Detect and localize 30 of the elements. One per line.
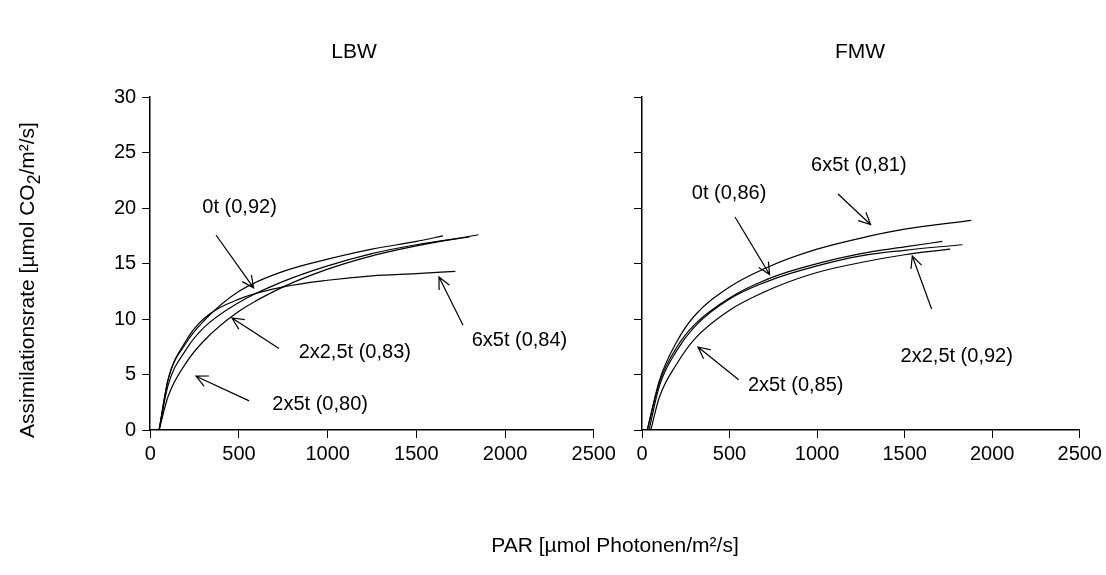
y-tick-label: 10	[114, 306, 137, 329]
x-tick-label: 0	[144, 441, 156, 464]
y-tick-label: 0	[125, 417, 137, 440]
x-tick-label: 2000	[482, 441, 528, 464]
x-tick-label: 500	[712, 441, 747, 464]
annotation: 6x5t (0,84)	[471, 328, 568, 352]
x-tick-label: 1500	[882, 441, 927, 464]
annotation: 2x5t (0,80)	[272, 392, 368, 416]
annotation: 6x5t (0,81)	[811, 152, 907, 176]
y-tick-label: 30	[114, 84, 137, 107]
y-tick-label: 20	[114, 195, 137, 218]
annotation: 2x5t (0,85)	[747, 372, 844, 396]
x-tick-label: 1000	[305, 441, 350, 464]
x-tick-label: 2000	[969, 441, 1015, 464]
x-tick-label: 1500	[394, 441, 439, 464]
x-tick-label: 0	[636, 441, 648, 464]
chart-title: LBW	[331, 39, 377, 63]
annotation: 0t (0,86)	[691, 181, 767, 205]
x-tick-label: 2500	[1057, 441, 1102, 464]
x-tick-label: 2500	[571, 441, 616, 464]
annotation: 0t (0,92)	[202, 195, 277, 219]
x-axis-title: PAR [µmol Photonen/m²/s]	[491, 533, 739, 557]
x-tick-label: 1000	[794, 441, 840, 464]
y-tick-label: 5	[125, 362, 137, 385]
annotation: 2x2,5t (0,92)	[900, 343, 1013, 367]
y-tick-label: 15	[114, 251, 137, 274]
chart-title: FMW	[834, 39, 886, 63]
annotation: 2x2,5t (0,83)	[298, 339, 411, 363]
y-tick-label: 25	[114, 140, 137, 163]
x-tick-label: 500	[222, 441, 256, 464]
